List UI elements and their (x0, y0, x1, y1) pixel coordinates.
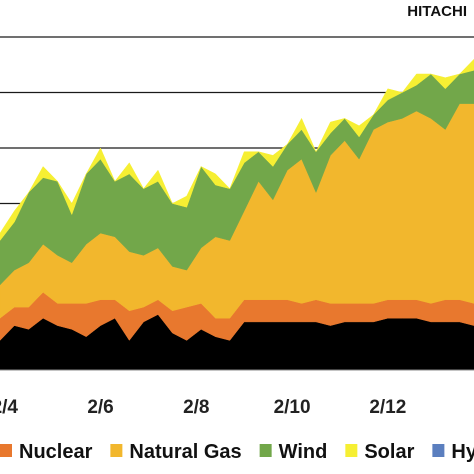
x-tick-label: 2/12 (369, 397, 406, 418)
legend-swatch-solar (345, 444, 358, 457)
stacked-areas (0, 58, 474, 371)
brand-label: HITACHI (407, 3, 467, 20)
legend-label-nuclear: Nuclear (19, 441, 93, 463)
legend-swatch-natural-gas (110, 444, 123, 457)
area-solar (0, 58, 474, 241)
x-tick-label: 2/8 (183, 397, 209, 418)
legend-label-hy: Hy (451, 441, 474, 463)
legend-label-wind: Wind (279, 441, 328, 463)
x-axis-ticks: 2/4 2/6 2/8 2/10 2/12 (0, 397, 406, 418)
x-tick-label: 2/4 (0, 397, 18, 418)
legend-swatch-nuclear (0, 444, 12, 457)
legend-label-natural-gas: Natural Gas (129, 441, 241, 463)
legend-swatch-wind (259, 444, 272, 457)
legend-swatch-hy (432, 444, 445, 457)
legend: Nuclear Natural Gas Wind Solar Hy (0, 441, 474, 463)
legend-label-solar: Solar (364, 441, 414, 463)
x-tick-label: 2/10 (274, 397, 311, 418)
x-tick-label: 2/6 (87, 397, 113, 418)
